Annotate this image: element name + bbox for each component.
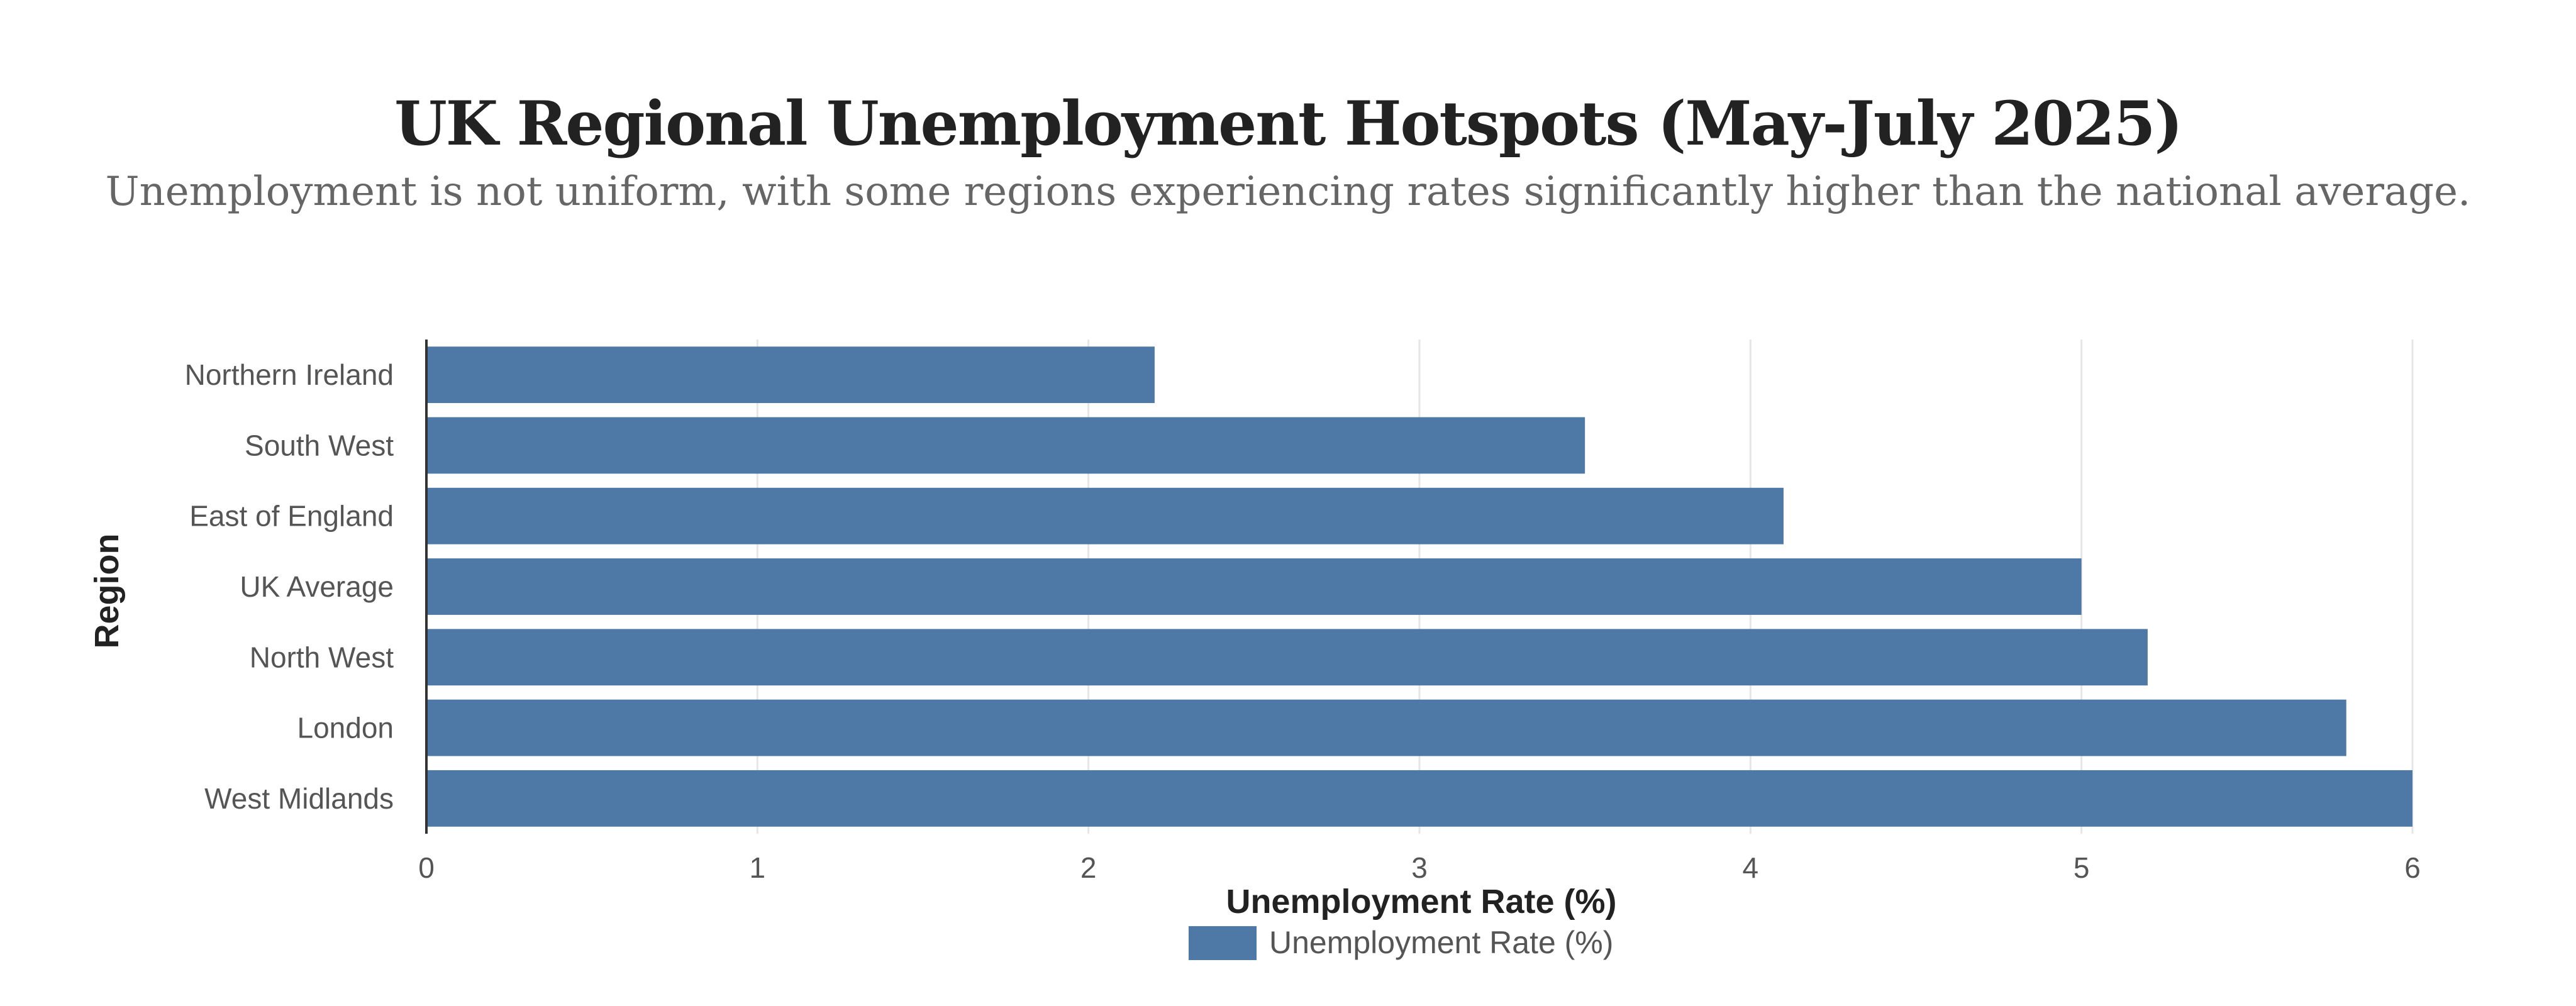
y-tick-label: London xyxy=(297,712,394,744)
x-tick-label: 4 xyxy=(1743,851,1759,884)
bar[interactable] xyxy=(426,417,1585,474)
bar[interactable] xyxy=(426,487,1784,544)
x-tick-label: 0 xyxy=(418,851,435,884)
y-tick-label: South West xyxy=(245,429,394,462)
bar[interactable] xyxy=(426,699,2346,756)
x-tick-label: 6 xyxy=(2404,851,2421,884)
x-axis-title: Unemployment Rate (%) xyxy=(1226,883,1616,920)
bar[interactable] xyxy=(426,770,2412,827)
y-tick-label: West Midlands xyxy=(204,782,394,815)
x-tick-label: 3 xyxy=(1411,851,1428,884)
chart-title: UK Regional Unemployment Hotspots (May-J… xyxy=(394,88,2183,159)
bar[interactable] xyxy=(426,346,1155,404)
bar[interactable] xyxy=(426,558,2082,615)
y-tick-labels: Northern Ireland South West East of Englan… xyxy=(185,358,394,815)
legend-label: Unemployment Rate (%) xyxy=(1269,925,1613,960)
y-tick-label: North West xyxy=(250,641,394,673)
x-tick-label: 2 xyxy=(1080,851,1097,884)
chart-subtitle: Unemployment is not uniform, with some r… xyxy=(105,169,2471,215)
x-tick-label: 5 xyxy=(2074,851,2090,884)
y-axis-title: Region xyxy=(88,534,126,649)
bars xyxy=(426,346,2412,827)
x-tick-label: 1 xyxy=(750,851,766,884)
legend[interactable]: Unemployment Rate (%) xyxy=(1189,925,1613,960)
legend-swatch xyxy=(1189,926,1257,960)
y-tick-label: Northern Ireland xyxy=(185,358,394,391)
y-tick-label: East of England xyxy=(189,500,394,533)
x-tick-labels: 0 1 2 3 4 5 6 xyxy=(418,851,2421,884)
y-tick-label: UK Average xyxy=(240,570,394,603)
bar[interactable] xyxy=(426,629,2148,686)
